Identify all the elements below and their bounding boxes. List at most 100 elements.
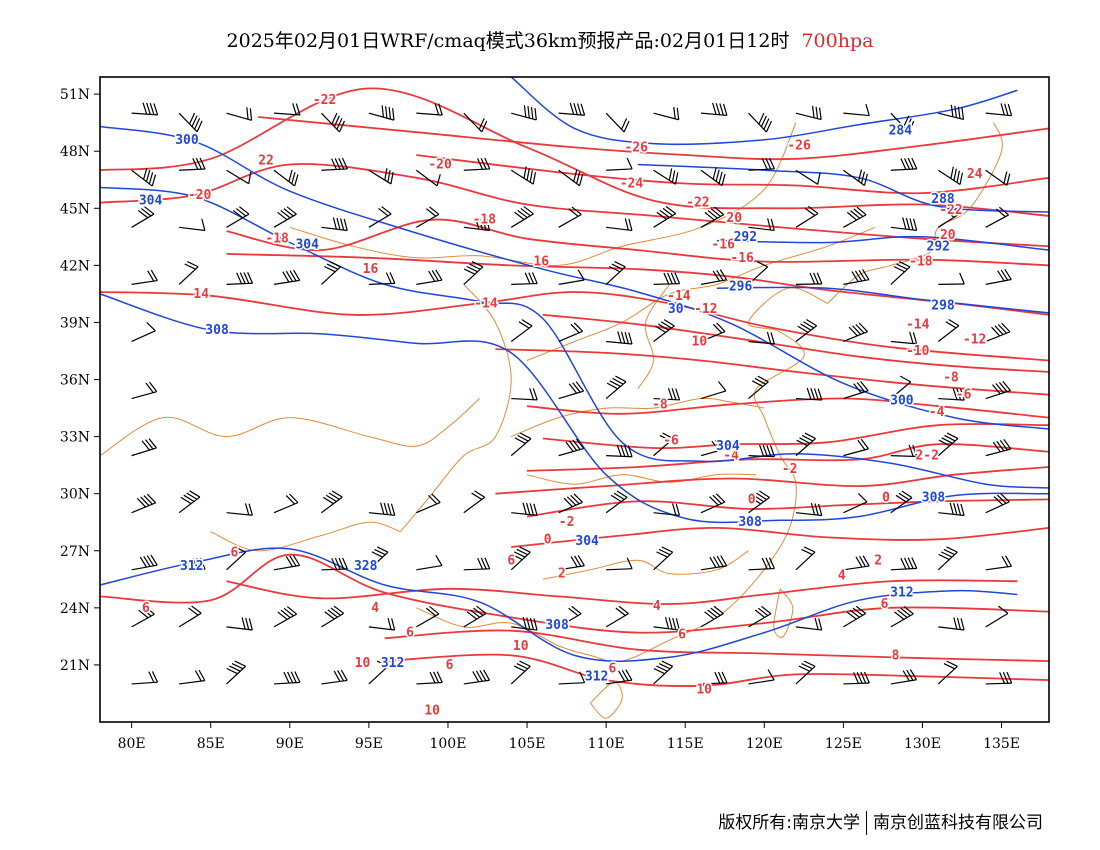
- temperature-contour-label: 24: [967, 167, 983, 182]
- wind-barb: [131, 167, 157, 187]
- wind-barb: [795, 617, 823, 631]
- wind-barb: [273, 554, 301, 571]
- wind-barb: [795, 169, 821, 185]
- lon-tick-label: 115E: [667, 736, 704, 752]
- wind-barb: [558, 322, 584, 343]
- height-contour-label: 298: [931, 298, 955, 313]
- lon-tick-label: 95E: [355, 736, 383, 752]
- temperature-contour-label: 0: [544, 532, 552, 547]
- wind-barb: [606, 444, 633, 458]
- temperature-contour-label: 10: [424, 704, 440, 719]
- wind-barb: [748, 605, 772, 628]
- wind-barb: [131, 606, 155, 628]
- wind-barb: [463, 490, 486, 514]
- temperature-contour-label: 10: [692, 334, 708, 349]
- wind-barb: [748, 261, 769, 285]
- temperature-contour: [384, 629, 1049, 662]
- wind-barb: [748, 375, 769, 400]
- wind-barb: [938, 502, 965, 517]
- wind-barb: [653, 616, 680, 631]
- wind-barb: [653, 387, 681, 401]
- temperature-contour-label: 0: [748, 492, 756, 507]
- wind-barb: [795, 387, 823, 401]
- temperature-contour: [511, 526, 1049, 548]
- lat-tick-label: 36N: [60, 373, 90, 389]
- temperature-contour-label: -2: [559, 515, 575, 530]
- height-contour: [716, 235, 1049, 251]
- wind-barb: [890, 375, 912, 400]
- wind-barb: [273, 206, 297, 228]
- boundary-line: [542, 550, 749, 580]
- wind-barb: [510, 206, 534, 228]
- temperature-contour-label: -10: [906, 344, 930, 359]
- height-contour-label: 292: [734, 230, 757, 245]
- lat-tick-label: 30N: [60, 487, 90, 503]
- temperature-contour-label: -20: [428, 158, 452, 173]
- wind-barb: [463, 261, 484, 285]
- wind-barb: [178, 112, 203, 133]
- wind-barb: [226, 503, 253, 516]
- wind-barb: [605, 261, 626, 285]
- wind-barb: [843, 206, 867, 228]
- wind-barb: [558, 381, 585, 400]
- wind-barb: [985, 605, 1009, 628]
- temperature-contour-label: -12: [694, 302, 717, 317]
- height-contour-label: 328: [354, 559, 378, 574]
- wind-barb: [795, 432, 816, 457]
- height-contour-label: 308: [922, 490, 946, 505]
- wind-barb: [321, 669, 348, 685]
- temperature-contour-label: 2: [558, 567, 566, 582]
- wind-barb: [511, 272, 538, 285]
- wind-barb: [226, 169, 252, 185]
- wind-barb: [653, 272, 681, 285]
- wind-barb: [653, 503, 681, 517]
- wind-barb: [510, 546, 531, 571]
- temperature-contour-label: 4: [653, 599, 661, 614]
- wind-barb: [131, 438, 157, 457]
- wind-barb: [463, 112, 488, 133]
- temperature-contour: [495, 348, 1049, 396]
- wind-barb: [985, 206, 1009, 228]
- lon-tick-label: 80E: [118, 736, 146, 752]
- lon-tick-label: 90E: [276, 736, 304, 752]
- height-contour-label: 304: [716, 439, 740, 454]
- height-contour: [510, 77, 1018, 145]
- boundary-line: [773, 588, 794, 638]
- lat-tick-label: 42N: [60, 258, 90, 274]
- temperature-contour-label: 22: [258, 154, 274, 169]
- wind-barb: [178, 490, 201, 514]
- wind-barb: [605, 605, 629, 628]
- wind-barb: [226, 617, 253, 631]
- temperature-contour-label: -16: [711, 237, 735, 252]
- wind-barb: [937, 205, 961, 228]
- lat-tick-label: 33N: [60, 430, 90, 446]
- wind-barb: [937, 660, 958, 685]
- wind-barb: [700, 555, 728, 571]
- temperature-contour-label: -22: [686, 196, 709, 211]
- temperature-contour: [416, 154, 1049, 195]
- lat-tick-label: 39N: [60, 315, 90, 331]
- wind-barb: [415, 169, 441, 187]
- wind-barb: [510, 166, 537, 185]
- wind-barb: [558, 555, 585, 571]
- wind-barb: [368, 105, 395, 121]
- temperature-contour-label: 6: [881, 597, 889, 612]
- wind-barb: [131, 206, 155, 228]
- wind-barb: [605, 375, 627, 400]
- wind-barb: [463, 669, 491, 685]
- wind-barb: [700, 322, 726, 343]
- wind-barb: [748, 490, 770, 514]
- level-label: 700hpa: [801, 30, 874, 52]
- lon-tick-label: 125E: [825, 736, 862, 752]
- footer-left: 版权所有:南京大学: [718, 813, 860, 833]
- temperature-contour-label: -8: [652, 397, 668, 412]
- temperature-contour: [542, 423, 1049, 450]
- wind-barb: [701, 671, 728, 685]
- wind-barb: [795, 502, 823, 517]
- wind-barb: [653, 432, 674, 457]
- temperature-contour-label: 14: [193, 287, 209, 302]
- wind-barb: [937, 432, 959, 457]
- wind-barb: [653, 546, 674, 571]
- wind-barb: [273, 671, 301, 685]
